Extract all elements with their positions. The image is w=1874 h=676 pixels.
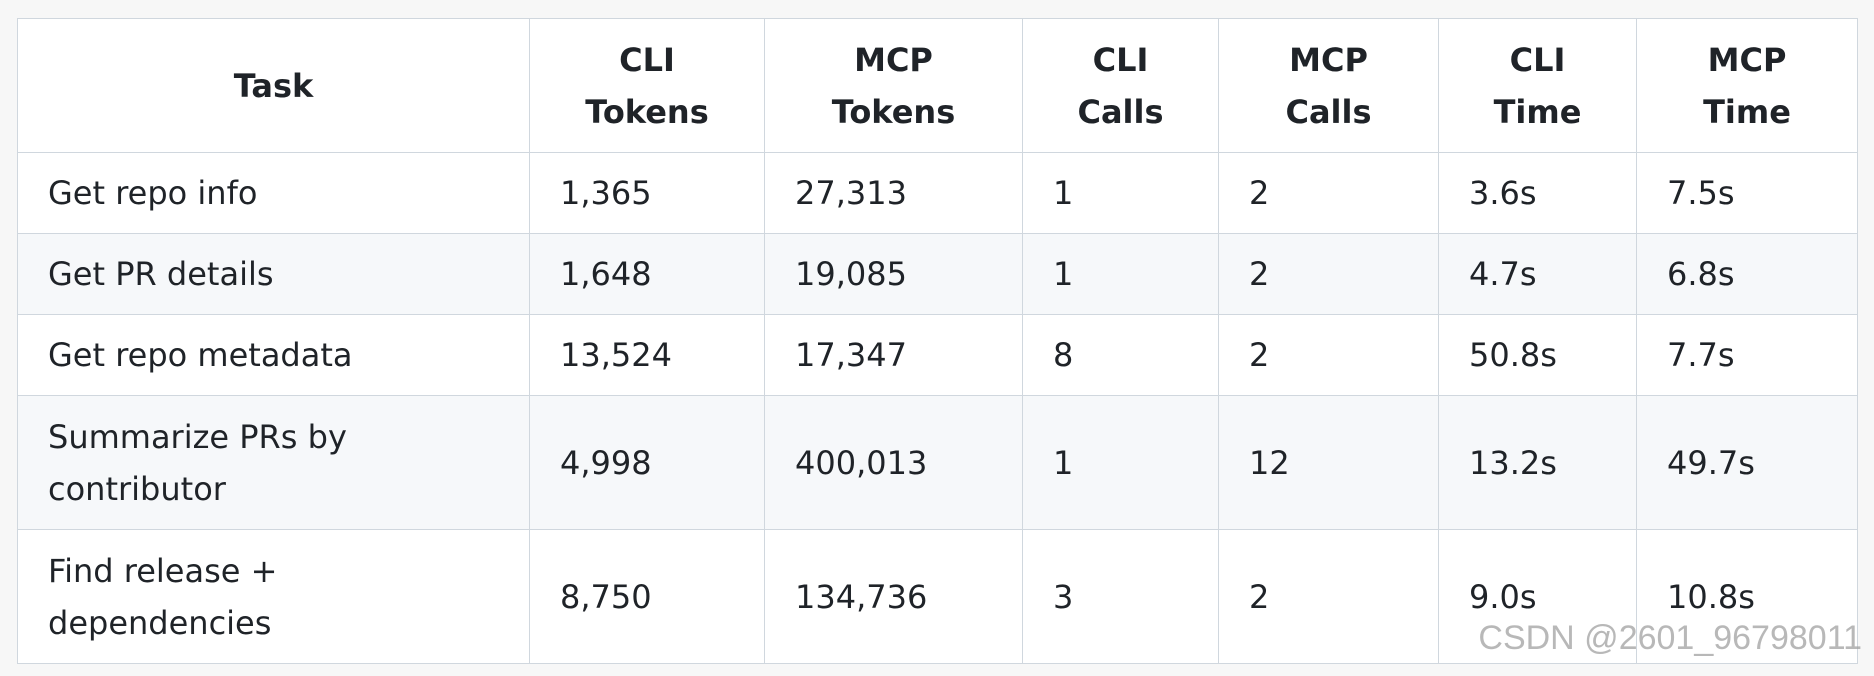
value-cell: 134,736 — [764, 529, 1023, 664]
value-cell: 1 — [1022, 233, 1219, 315]
value-cell: 1 — [1022, 152, 1219, 234]
task-cell: Get repo metadata — [17, 314, 530, 396]
cell-text: 12 — [1249, 443, 1290, 482]
value-cell: 1,365 — [529, 152, 765, 234]
header-cell: MCP Tokens — [764, 18, 1023, 153]
value-cell: 27,313 — [764, 152, 1023, 234]
table-body: Get repo info 1,365 27,313 1 2 3.6s 7.5s Get PR… — [17, 152, 1858, 664]
value-cell: 2 — [1218, 314, 1439, 396]
value-cell: 13,524 — [529, 314, 765, 396]
value-cell: 2 — [1218, 233, 1439, 315]
comparison-table: Task CLI Tokens MCP Tokens CLI Calls MCP Cal… — [17, 18, 1858, 664]
task-cell: Find release + dependencies — [17, 529, 530, 664]
value-cell: 8 — [1022, 314, 1219, 396]
task-cell: Get PR details — [17, 233, 530, 315]
cell-text: 27,313 — [795, 174, 907, 212]
table-row: Get repo metadata 13,524 17,347 8 2 50.8s 7.7s — [17, 314, 1858, 396]
value-cell: 8,750 — [529, 529, 765, 664]
header-cell: MCP Calls — [1218, 18, 1439, 153]
cell-text: 10.8s — [1667, 577, 1755, 616]
task-cell: Get repo info — [17, 152, 530, 234]
cell-text: 4.7s — [1469, 255, 1537, 293]
cell-text: 2 — [1249, 336, 1270, 374]
value-cell: 7.7s — [1636, 314, 1858, 396]
value-cell: 49.7s — [1636, 395, 1858, 530]
header-cell: CLI Time — [1438, 18, 1637, 153]
header-text: Task — [233, 66, 314, 105]
cell-text: 1 — [1053, 174, 1074, 212]
cell-text: 1 — [1053, 255, 1074, 293]
cell-text: 19,085 — [795, 255, 907, 293]
header-text: MCP Time — [1703, 40, 1791, 131]
value-cell: 9.0s — [1438, 529, 1637, 664]
header-cell: CLI Calls — [1022, 18, 1219, 153]
value-cell: 3 — [1022, 529, 1219, 664]
value-cell: 2 — [1218, 152, 1439, 234]
header-cell: Task — [17, 18, 530, 153]
header-text: CLI Time — [1493, 40, 1582, 131]
cell-text: 9.0s — [1469, 577, 1537, 616]
value-cell: 7.5s — [1636, 152, 1858, 234]
header-text: MCP Tokens — [831, 40, 956, 131]
header-text: CLI Calls — [1077, 40, 1164, 131]
cell-text: 400,013 — [795, 443, 928, 482]
cell-text: 2 — [1249, 577, 1270, 616]
cell-text: 1 — [1053, 443, 1074, 482]
task: Get repo metadata — [48, 336, 353, 374]
value-cell: 17,347 — [764, 314, 1023, 396]
cell-text: 49.7s — [1667, 443, 1755, 482]
header-cell: MCP Time — [1636, 18, 1858, 153]
value-cell: 50.8s — [1438, 314, 1637, 396]
cell-text: 3.6s — [1469, 174, 1537, 212]
task: Get PR details — [48, 255, 274, 293]
header-row: Task CLI Tokens MCP Tokens CLI Calls MCP Cal… — [17, 18, 1858, 153]
value-cell: 2 — [1218, 529, 1439, 664]
value-cell: 4,998 — [529, 395, 765, 530]
cell-text: 8,750 — [560, 577, 652, 616]
table-row: Summarize PRs by contributor 4,998 400,013… — [17, 395, 1858, 530]
cell-text: 3 — [1053, 577, 1074, 616]
value-cell: 6.8s — [1636, 233, 1858, 315]
cell-text: 6.8s — [1667, 255, 1735, 293]
task: Get repo info — [48, 174, 258, 212]
value-cell: 19,085 — [764, 233, 1023, 315]
value-cell: 1 — [1022, 395, 1219, 530]
value-cell: 4.7s — [1438, 233, 1637, 315]
cell-text: 2 — [1249, 174, 1270, 212]
value-cell: 10.8s — [1636, 529, 1858, 664]
cell-text: 134,736 — [795, 577, 928, 616]
cell-text: 50.8s — [1469, 336, 1557, 374]
cell-text: 17,347 — [795, 336, 907, 374]
header-text: CLI Tokens — [585, 40, 709, 131]
value-cell: 400,013 — [764, 395, 1023, 530]
cell-text: 2 — [1249, 255, 1270, 293]
header-text: MCP Calls — [1285, 40, 1372, 131]
task: Summarize PRs by contributor — [48, 417, 347, 508]
table-row: Find release + dependencies 8,750 134,736 3… — [17, 529, 1858, 664]
cell-text: 13,524 — [560, 336, 672, 374]
value-cell: 1,648 — [529, 233, 765, 315]
cell-text: 8 — [1053, 336, 1074, 374]
value-cell: 13.2s — [1438, 395, 1637, 530]
watermark: CSDN @2601_96798011 — [1478, 619, 1862, 657]
task: Find release + dependencies — [48, 551, 278, 642]
table-row: Get PR details 1,648 19,085 1 2 4.7s 6.8s — [17, 233, 1858, 315]
cell-text: 1,648 — [560, 255, 652, 293]
cell-text: 7.7s — [1667, 336, 1735, 374]
cell-text: 1,365 — [560, 174, 652, 212]
table-row: Get repo info 1,365 27,313 1 2 3.6s 7.5s — [17, 152, 1858, 234]
value-cell: 12 — [1218, 395, 1439, 530]
header-cell: CLI Tokens — [529, 18, 765, 153]
cell-text: 13.2s — [1469, 443, 1557, 482]
task-cell: Summarize PRs by contributor — [17, 395, 530, 530]
cell-text: 7.5s — [1667, 174, 1735, 212]
value-cell: 3.6s — [1438, 152, 1637, 234]
cell-text: 4,998 — [560, 443, 652, 482]
